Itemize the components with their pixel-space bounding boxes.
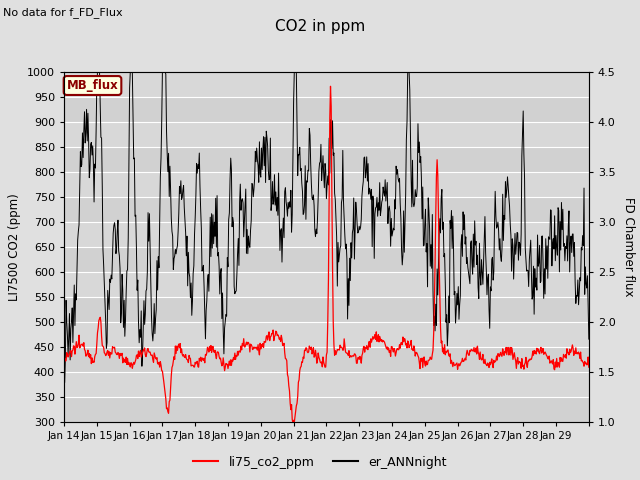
Bar [64,222,589,247]
Text: No data for f_FD_Flux: No data for f_FD_Flux [3,7,123,18]
Bar [64,348,589,372]
Text: MB_flux: MB_flux [67,79,118,92]
Y-axis label: FD Chamber flux: FD Chamber flux [622,197,635,297]
Bar [64,272,589,297]
Bar [64,322,589,348]
Bar [64,172,589,197]
Bar [64,297,589,322]
Bar [64,197,589,222]
Y-axis label: LI7500 CO2 (ppm): LI7500 CO2 (ppm) [8,193,21,301]
Bar [64,372,589,397]
Bar [64,147,589,172]
Bar [64,97,589,122]
Bar [64,122,589,147]
Bar [64,397,589,422]
Text: CO2 in ppm: CO2 in ppm [275,19,365,34]
Bar [64,72,589,97]
Legend: li75_co2_ppm, er_ANNnight: li75_co2_ppm, er_ANNnight [188,451,452,474]
Bar [64,247,589,272]
